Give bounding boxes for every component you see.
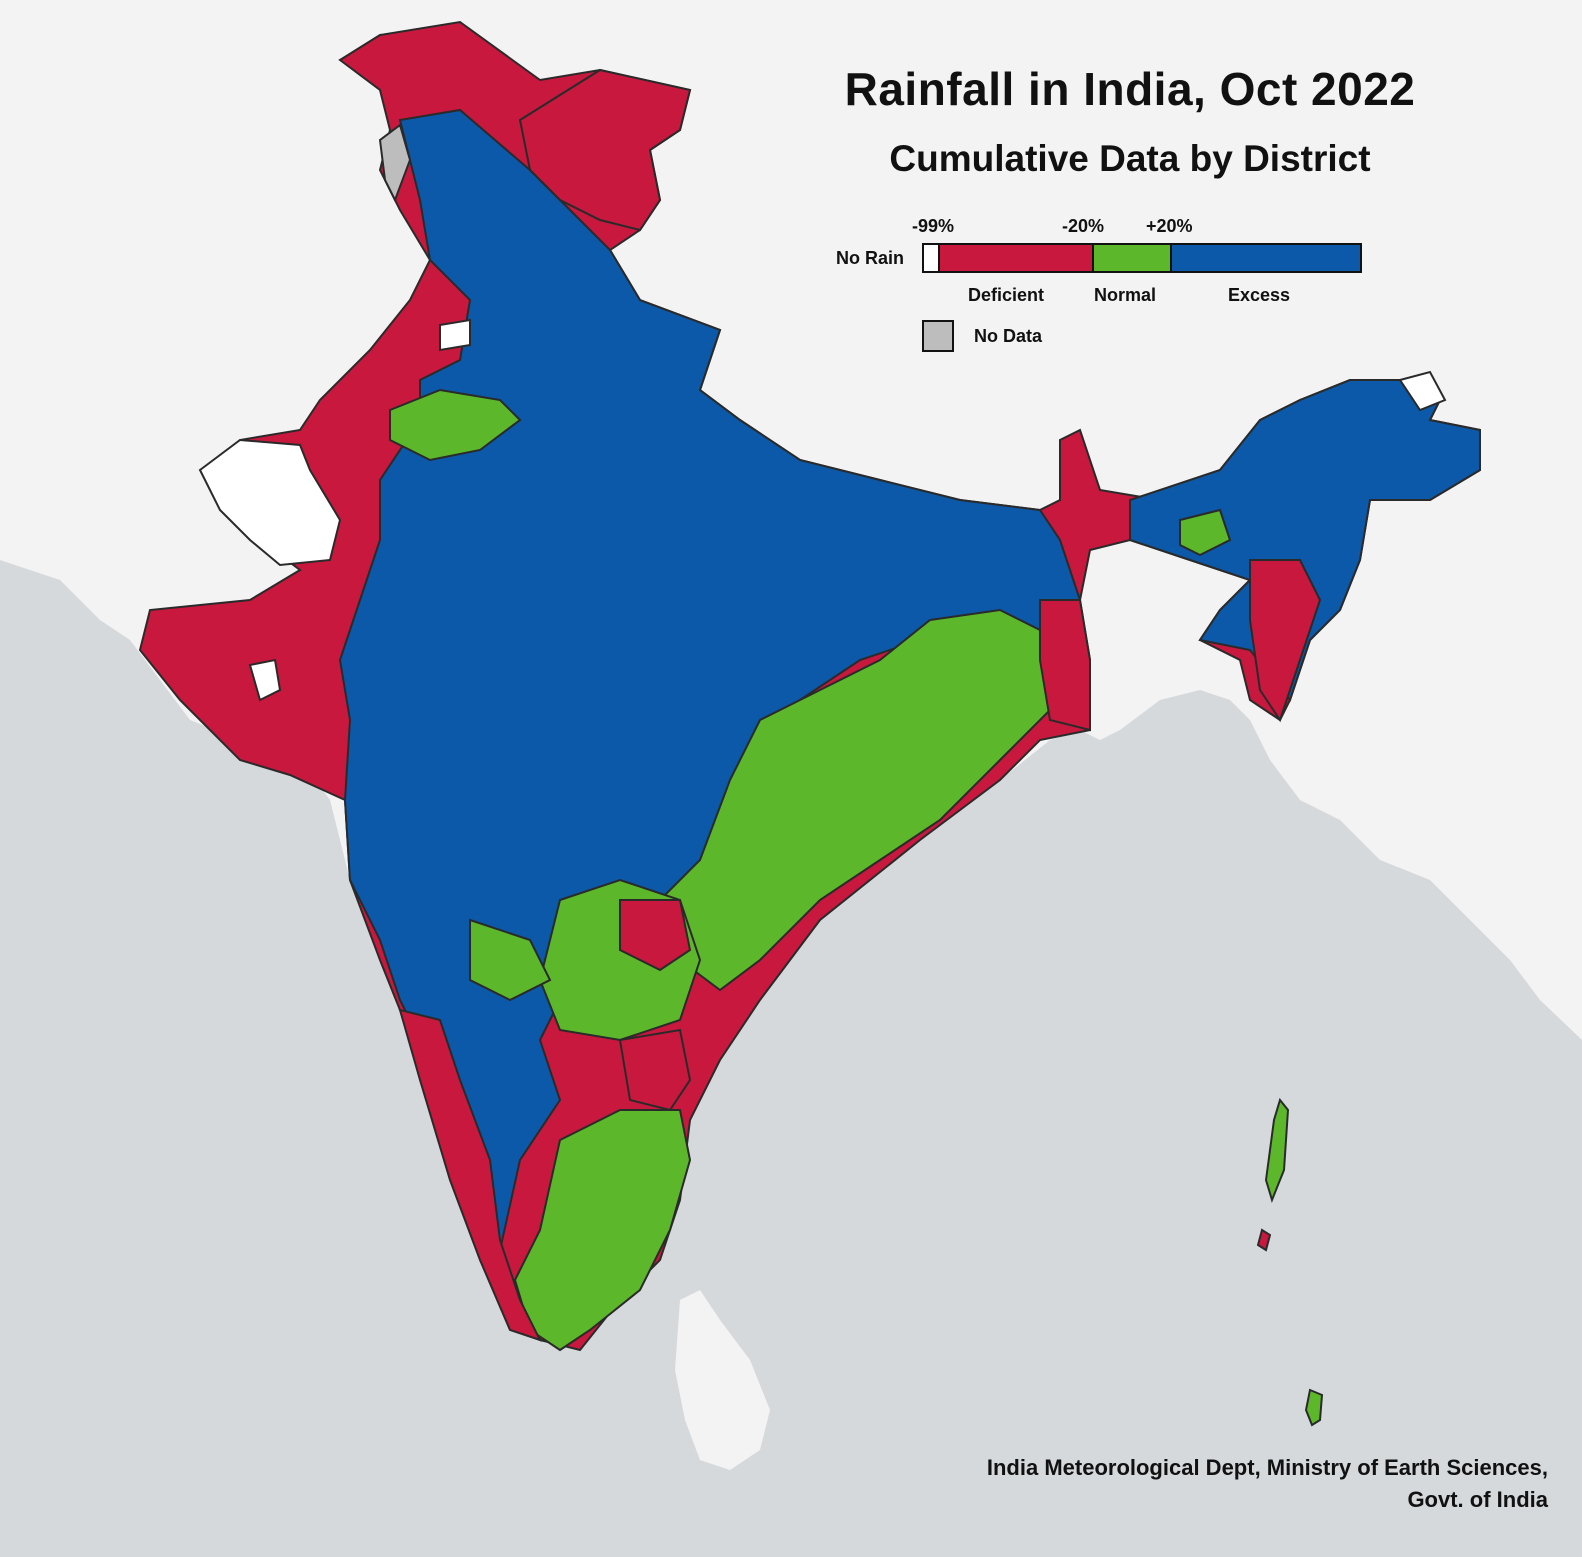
region-no-rain-punjab	[439, 318, 471, 352]
legend-tick-high: +20%	[1146, 216, 1193, 236]
legend-no-rain-label: No Rain	[836, 248, 905, 268]
region-deficient-kerala	[398, 1008, 542, 1342]
region-no-data	[378, 123, 412, 203]
region-normal-maharashtra	[469, 918, 552, 1002]
sri-lanka	[675, 1290, 770, 1470]
legend-normal-label: Normal	[1094, 285, 1157, 305]
source-credit: India Meteorological Dept, Ministry of E…	[987, 1452, 1548, 1516]
andaman-islands	[1264, 1097, 1290, 1204]
legend-swatch-no-rain	[924, 245, 940, 271]
map-subtitle: Cumulative Data by District	[889, 138, 1371, 179]
region-excess-northeast	[1129, 379, 1481, 703]
legend-swatch-excess	[1172, 245, 1360, 271]
legend-tick-min: -99%	[912, 216, 955, 236]
region-no-rain-gujarat	[248, 658, 282, 702]
region-deficient-telangana	[619, 899, 692, 972]
map-title: Rainfall in India, Oct 2022	[844, 63, 1416, 115]
legend-excess-label: Excess	[1228, 285, 1291, 305]
legend-color-bar	[922, 243, 1362, 273]
source-line-2: Govt. of India	[1407, 1487, 1548, 1512]
region-deficient-northeast	[1249, 559, 1322, 723]
legend-swatch-normal	[1094, 245, 1172, 271]
region-deficient-bengal	[1039, 599, 1091, 732]
region-deficient-andhra	[618, 1028, 692, 1112]
region-deficient-ladakh	[518, 68, 692, 232]
legend-swatch-no-data	[922, 320, 954, 352]
legend-swatch-deficient	[940, 245, 1094, 271]
legend-deficient-label: Deficient	[968, 285, 1045, 305]
legend-tick-low: -20%	[1062, 216, 1105, 236]
source-line-1: India Meteorological Dept, Ministry of E…	[986, 1455, 1548, 1480]
nicobar-islands	[1304, 1388, 1324, 1427]
region-normal-northeast	[1179, 508, 1232, 557]
region-normal-mp	[389, 388, 522, 462]
legend-no-data-label: No Data	[974, 326, 1043, 346]
region-no-rain-arunachal	[1398, 370, 1447, 412]
region-no-rain-rajasthan	[198, 438, 342, 567]
andaman-south	[1256, 1228, 1272, 1252]
